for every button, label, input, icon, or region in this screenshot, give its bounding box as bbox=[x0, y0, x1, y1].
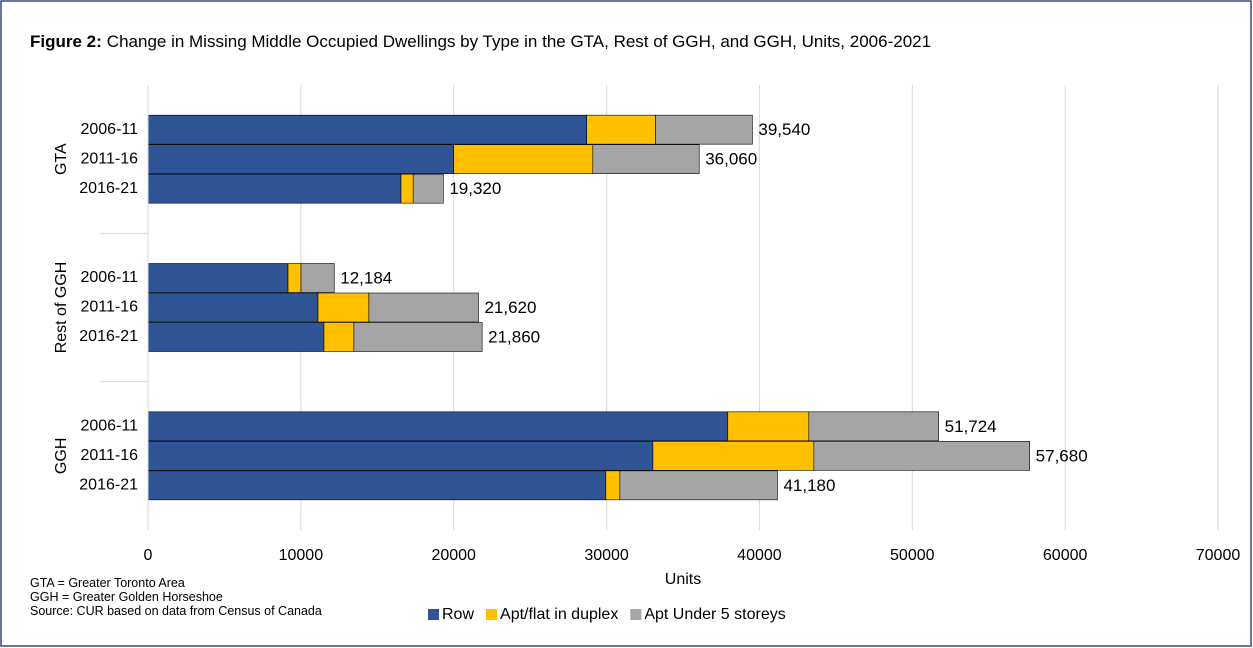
bar-segment bbox=[400, 173, 414, 204]
x-tick-label: 50000 bbox=[890, 547, 935, 564]
y-tick-label: 2011-16 bbox=[80, 447, 138, 464]
total-label: 21,620 bbox=[484, 298, 536, 317]
group-label: GGH bbox=[53, 438, 70, 474]
x-tick-label: 0 bbox=[144, 547, 153, 564]
x-axis-label: Units bbox=[665, 571, 701, 588]
y-tick-label: 2011-16 bbox=[80, 299, 138, 316]
title-text: Change in Missing Middle Occupied Dwelli… bbox=[107, 32, 931, 51]
x-tick-label: 10000 bbox=[279, 547, 324, 564]
x-tick-label: 70000 bbox=[1196, 547, 1241, 564]
title-label: Figure 2: bbox=[30, 32, 102, 51]
y-tick-label: 2006-11 bbox=[80, 418, 138, 435]
legend-label: Apt/flat in duplex bbox=[500, 606, 618, 623]
legend-label: Apt Under 5 storeys bbox=[644, 606, 785, 623]
y-tick-label: 2006-11 bbox=[80, 269, 138, 286]
total-label: 57,680 bbox=[1036, 446, 1088, 465]
y-tick-label: 2016-21 bbox=[79, 328, 138, 345]
bar-segment bbox=[655, 114, 753, 145]
notes: GTA = Greater Toronto Area GGH = Greater… bbox=[30, 576, 330, 618]
bar-segment bbox=[300, 263, 335, 293]
y-tick-label: 2006-11 bbox=[80, 121, 138, 138]
bar-segment bbox=[147, 144, 455, 174]
bar-segment bbox=[605, 470, 621, 501]
bar-segment bbox=[586, 114, 656, 145]
legend-swatch bbox=[630, 609, 642, 620]
bar-segment bbox=[317, 292, 370, 323]
note: GGH = Greater Golden Horseshoe bbox=[30, 590, 223, 604]
bar-segment bbox=[323, 322, 355, 352]
bar-segment bbox=[727, 411, 810, 442]
bar-segment bbox=[652, 441, 815, 471]
bar-segment bbox=[287, 263, 302, 293]
bar-segment bbox=[147, 322, 325, 352]
x-tick-label: 40000 bbox=[737, 547, 782, 564]
group-label: Rest of GGH bbox=[53, 262, 70, 354]
bar-segment bbox=[147, 114, 588, 145]
bar-segment bbox=[147, 173, 402, 204]
bar-segment bbox=[147, 470, 607, 501]
total-label: 51,724 bbox=[945, 417, 997, 436]
total-label: 19,320 bbox=[449, 179, 501, 198]
total-label: 39,540 bbox=[758, 120, 810, 139]
bar-segment bbox=[592, 144, 700, 174]
total-label: 21,860 bbox=[488, 327, 540, 346]
legend-swatch bbox=[486, 609, 498, 620]
group-label: GTA bbox=[53, 143, 70, 175]
legend-swatch bbox=[428, 609, 439, 620]
bar-segment bbox=[147, 292, 319, 323]
x-tick-label: 20000 bbox=[431, 547, 476, 564]
legend: Row Apt/flat in duplex Apt Under 5 storeys bbox=[428, 606, 786, 623]
bar-segment bbox=[147, 263, 289, 293]
bar-segment bbox=[808, 411, 939, 442]
note: Source: CUR based on data from Census of… bbox=[30, 604, 322, 618]
x-tick-label: 60000 bbox=[1043, 547, 1088, 564]
total-label: 12,184 bbox=[340, 268, 392, 287]
bar-segment bbox=[619, 470, 778, 501]
x-tick-label: 30000 bbox=[584, 547, 629, 564]
legend-label: Row bbox=[442, 606, 474, 623]
bar-segment bbox=[368, 292, 479, 323]
total-label: 41,180 bbox=[783, 476, 835, 495]
y-tick-label: 2016-21 bbox=[79, 477, 138, 494]
bar-segment bbox=[147, 441, 654, 471]
bar-segment bbox=[147, 411, 729, 442]
total-label: 36,060 bbox=[705, 150, 757, 169]
bar-segment bbox=[412, 173, 444, 204]
y-tick-label: 2016-21 bbox=[79, 180, 138, 197]
note: GTA = Greater Toronto Area bbox=[30, 576, 185, 590]
bar-segment bbox=[813, 441, 1030, 471]
chart-title: Figure 2: Change in Missing Middle Occupi… bbox=[30, 32, 931, 51]
bar-segment bbox=[353, 322, 483, 352]
bar-segment bbox=[453, 144, 594, 174]
y-tick-label: 2011-16 bbox=[80, 150, 138, 167]
